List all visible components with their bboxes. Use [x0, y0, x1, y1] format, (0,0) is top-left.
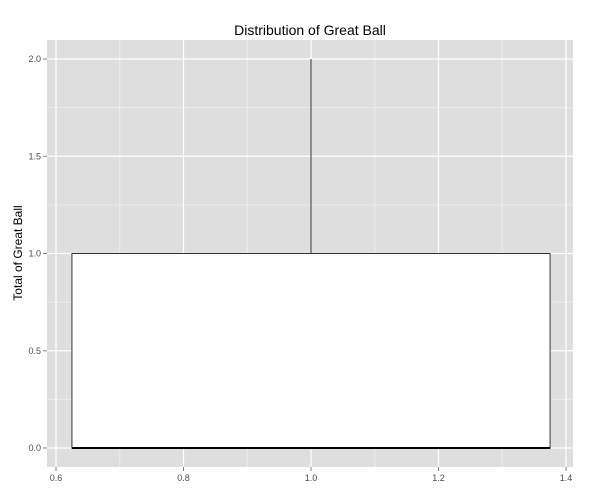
x-tick-label: 0.8 [177, 473, 190, 483]
y-axis: 0.0 0.5 1.0 1.5 2.0 [28, 54, 47, 453]
y-tick-label: 1.0 [28, 249, 41, 259]
y-tick-label: 0.0 [28, 443, 41, 453]
box [71, 253, 551, 449]
x-tick-label: 1.0 [305, 473, 318, 483]
boxplot [71, 59, 551, 449]
x-tick-label: 1.2 [432, 473, 445, 483]
y-axis-label: Total of Great Ball [11, 205, 25, 300]
x-tick-label: 0.6 [50, 473, 63, 483]
chart-title: Distribution of Great Ball [234, 22, 386, 38]
y-tick-label: 1.5 [28, 151, 41, 161]
x-tick-label: 1.4 [560, 473, 573, 483]
y-tick-label: 2.0 [28, 54, 41, 64]
y-tick-label: 0.5 [28, 346, 41, 356]
x-axis: 0.6 0.8 1.0 1.2 1.4 [50, 467, 573, 483]
